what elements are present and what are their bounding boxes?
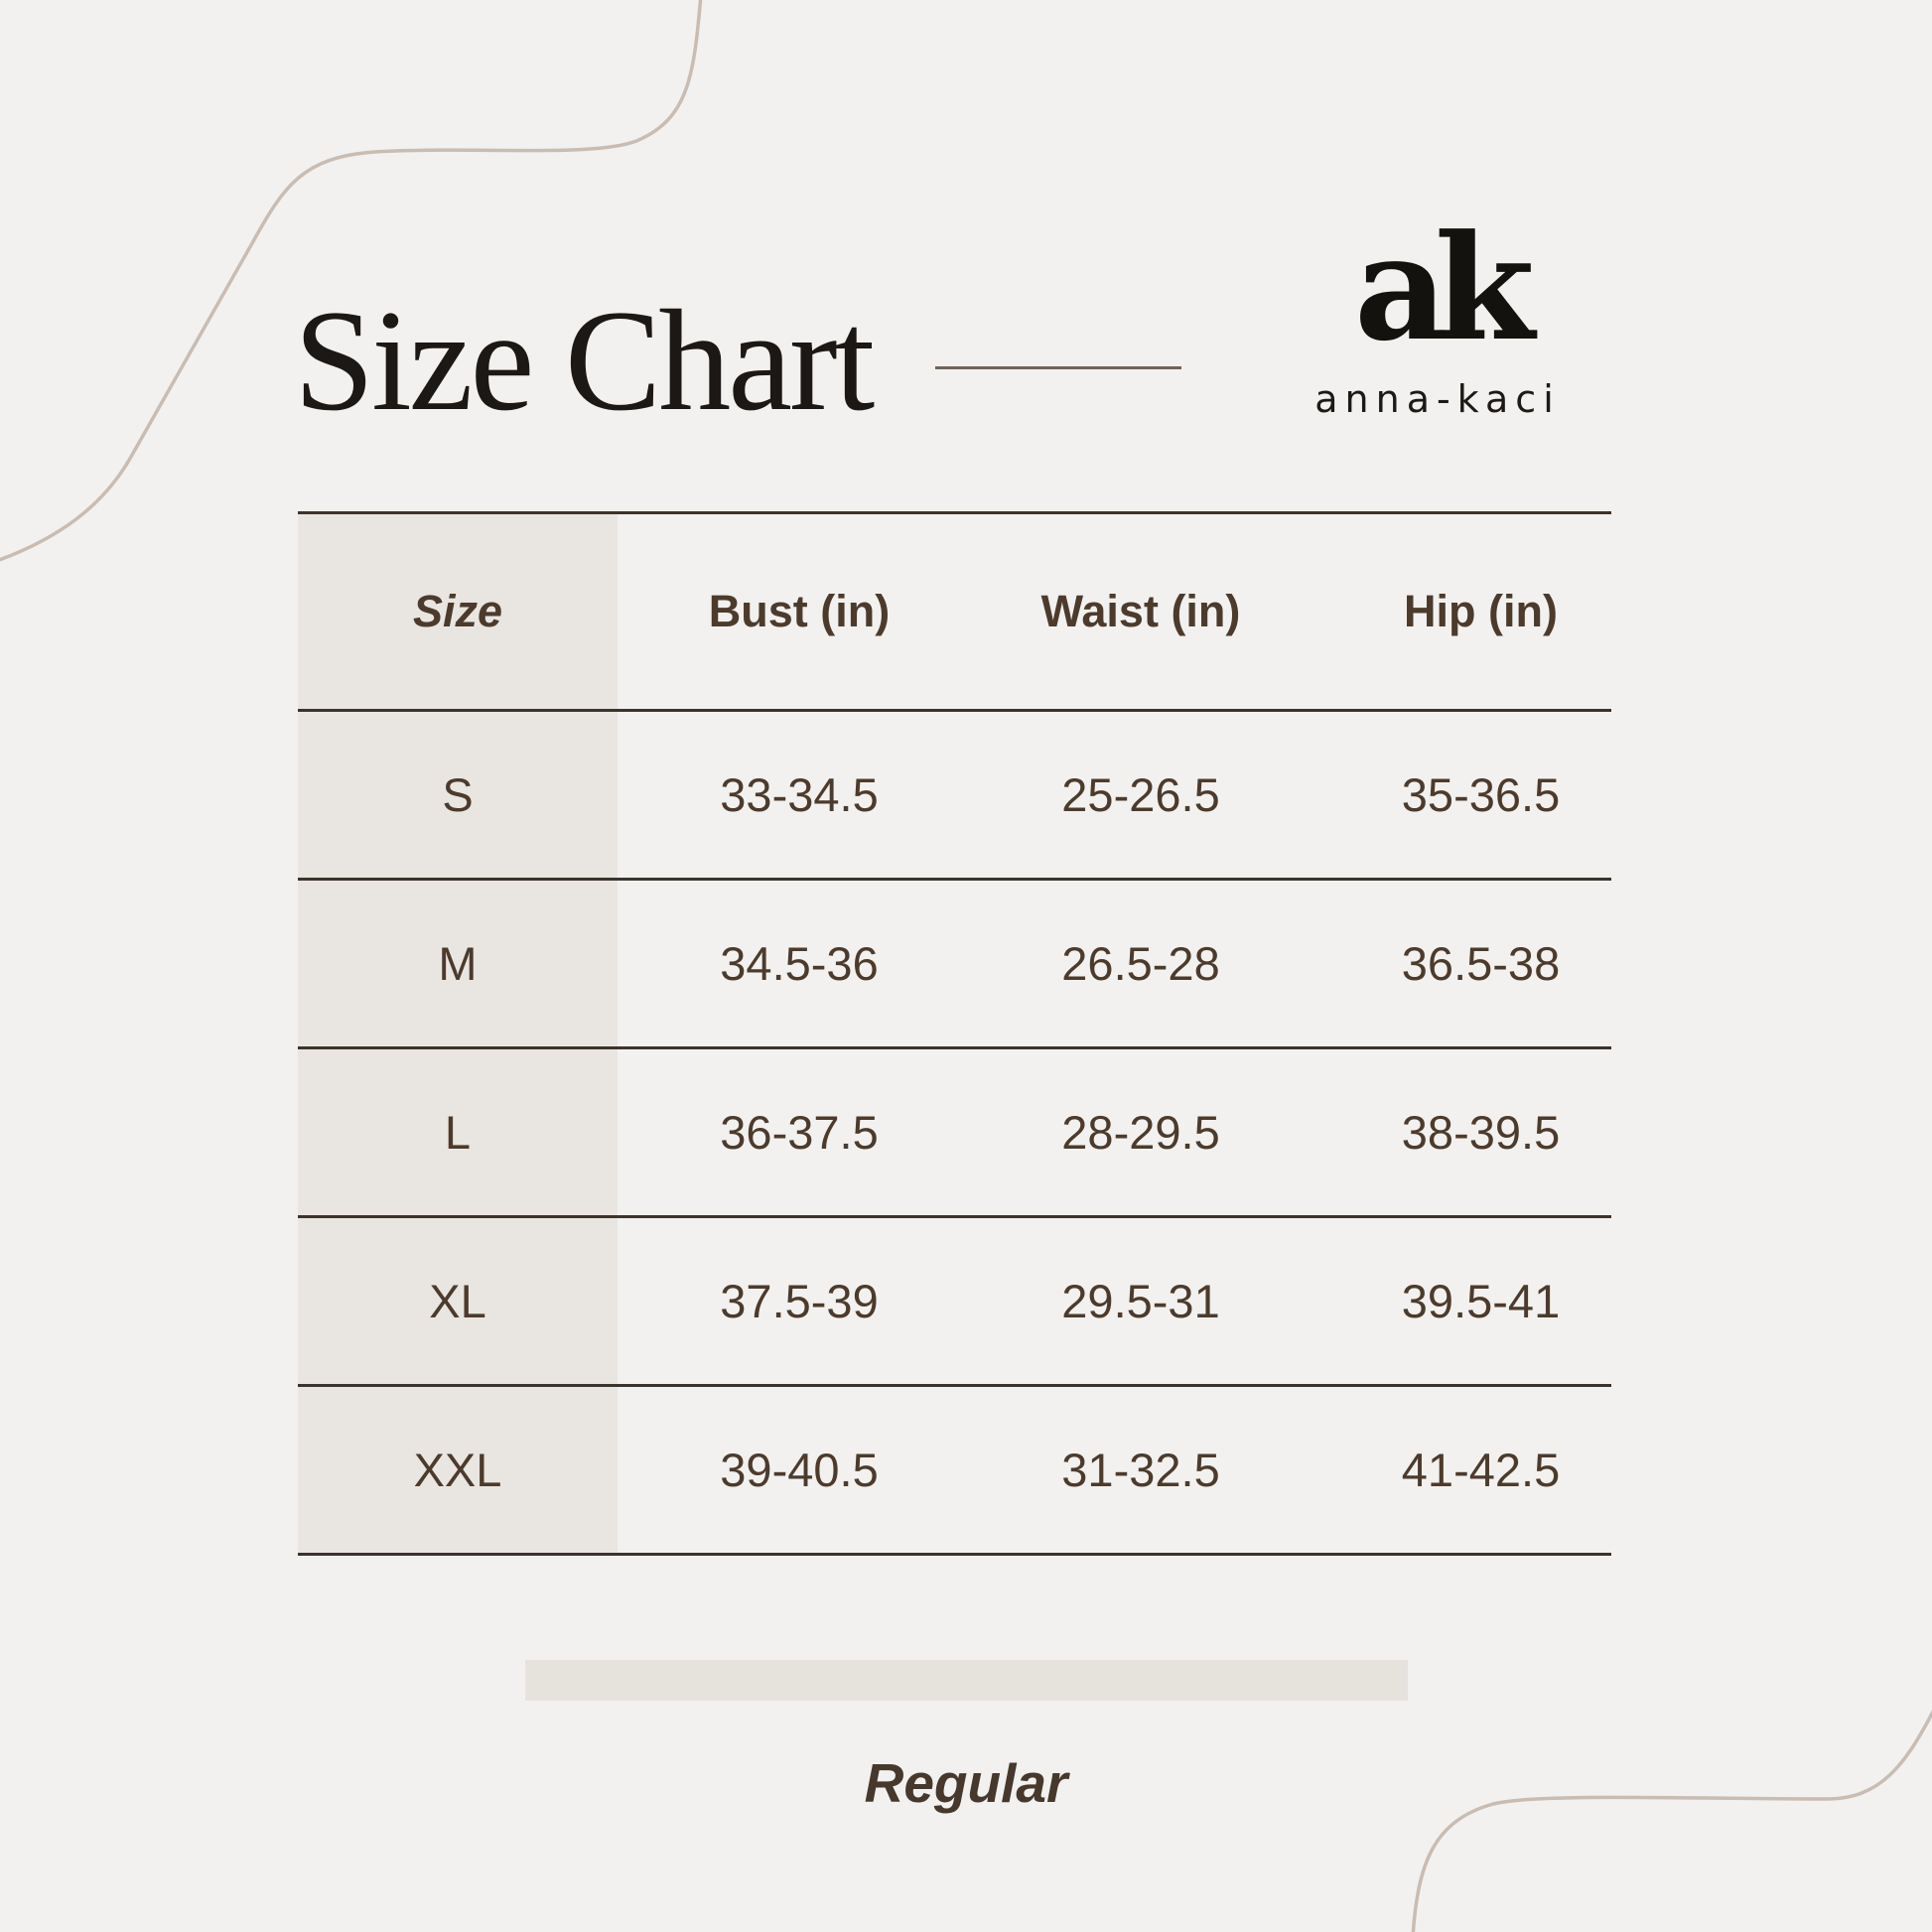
table-row-l: L 36-37.5 28-29.5 38-39.5 — [298, 1049, 1611, 1218]
column-header-hip: Hip (in) — [1404, 586, 1558, 636]
page-title: Size Chart — [294, 280, 875, 441]
size-table: Size Bust (in) Waist (in) Hip (in) S 33-… — [298, 511, 1611, 1556]
cell-bust: 37.5-39 — [720, 1275, 879, 1327]
table-row-xxl: XXL 39-40.5 31-32.5 41-42.5 — [298, 1387, 1611, 1556]
bottom-right-curve-line — [1411, 1709, 1932, 1932]
brand-name: anna-kaci — [1314, 377, 1561, 421]
title-dash-line — [935, 366, 1181, 369]
column-header-waist: Waist (in) — [1040, 586, 1241, 636]
cell-waist: 25-26.5 — [1061, 768, 1220, 821]
fit-divider-bar — [525, 1660, 1408, 1701]
cell-bust: 36-37.5 — [720, 1106, 879, 1159]
cell-hip: 38-39.5 — [1401, 1106, 1561, 1159]
fit-type-label: Regular — [864, 1752, 1068, 1814]
cell-bust: 33-34.5 — [720, 768, 879, 821]
column-header-size: Size — [298, 514, 618, 709]
cell-waist: 29.5-31 — [1061, 1275, 1220, 1327]
cell-waist: 31-32.5 — [1061, 1444, 1220, 1496]
cell-hip: 39.5-41 — [1401, 1275, 1561, 1327]
cell-hip: 41-42.5 — [1401, 1444, 1561, 1496]
cell-size-label: XXL — [298, 1387, 618, 1553]
cell-waist: 28-29.5 — [1061, 1106, 1220, 1159]
table-row-xl: XL 37.5-39 29.5-31 39.5-41 — [298, 1218, 1611, 1387]
cell-size-label: S — [298, 712, 618, 878]
cell-size-label: L — [298, 1049, 618, 1215]
cell-size-label: XL — [298, 1218, 618, 1384]
table-row-s: S 33-34.5 25-26.5 35-36.5 — [298, 712, 1611, 881]
cell-hip: 35-36.5 — [1401, 768, 1561, 821]
column-header-bust: Bust (in) — [708, 586, 891, 636]
brand-logo: ak anna-kaci — [1291, 204, 1585, 422]
cell-bust: 39-40.5 — [720, 1444, 879, 1496]
cell-bust: 34.5-36 — [720, 937, 879, 990]
table-header-row: Size Bust (in) Waist (in) Hip (in) — [298, 514, 1611, 712]
cell-hip: 36.5-38 — [1401, 937, 1561, 990]
brand-monogram: ak — [1354, 204, 1535, 373]
cell-waist: 26.5-28 — [1061, 937, 1220, 990]
table-row-m: M 34.5-36 26.5-28 36.5-38 — [298, 881, 1611, 1049]
cell-size-label: M — [298, 881, 618, 1046]
